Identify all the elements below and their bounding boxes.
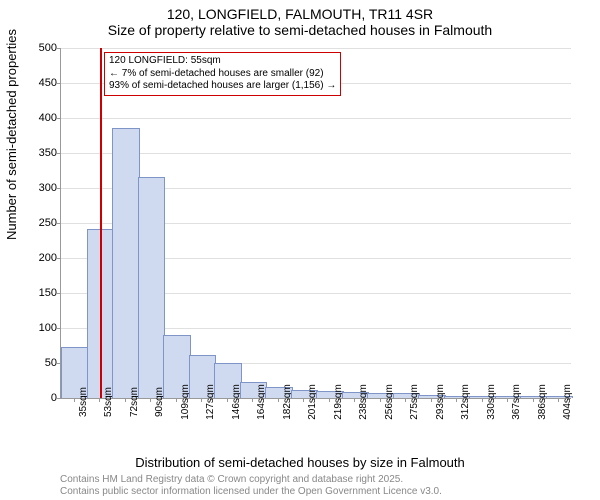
ytick-label: 350 [17, 147, 57, 159]
xtick-mark [380, 398, 381, 402]
xtick-mark [125, 398, 126, 402]
ytick-label: 150 [17, 287, 57, 299]
ytick-label: 50 [17, 357, 57, 369]
xtick-mark [533, 398, 534, 402]
grid-line [61, 48, 571, 49]
ytick-label: 300 [17, 182, 57, 194]
xtick-mark [201, 398, 202, 402]
xtick-mark [252, 398, 253, 402]
chart-container: 120, LONGFIELD, FALMOUTH, TR11 4SR Size … [0, 0, 600, 500]
xtick-mark [278, 398, 279, 402]
title-block: 120, LONGFIELD, FALMOUTH, TR11 4SR Size … [0, 0, 600, 38]
ytick-label: 450 [17, 77, 57, 89]
annotation-line3: 93% of semi-detached houses are larger (… [109, 80, 336, 93]
xtick-mark [405, 398, 406, 402]
xtick-label: 293sqm [435, 384, 446, 420]
xtick-label: 219sqm [333, 384, 344, 420]
y-axis-label: Number of semi-detached properties [4, 29, 19, 240]
xtick-mark [227, 398, 228, 402]
title-line1: 120, LONGFIELD, FALMOUTH, TR11 4SR [0, 6, 600, 22]
xtick-label: 404sqm [562, 384, 573, 420]
footnote: Contains HM Land Registry data © Crown c… [60, 474, 442, 498]
ytick-mark [57, 118, 61, 119]
xtick-mark [176, 398, 177, 402]
grid-line [61, 118, 571, 119]
xtick-mark [354, 398, 355, 402]
xtick-mark [456, 398, 457, 402]
ytick-mark [57, 188, 61, 189]
bar [138, 177, 166, 399]
ytick-mark [57, 293, 61, 294]
marker-line [100, 48, 102, 398]
footnote-line2: Contains public sector information licen… [60, 486, 442, 498]
bar [112, 128, 140, 399]
ytick-label: 200 [17, 252, 57, 264]
xtick-mark [558, 398, 559, 402]
ytick-mark [57, 83, 61, 84]
xtick-mark [431, 398, 432, 402]
ytick-mark [57, 223, 61, 224]
xtick-label: 330sqm [486, 384, 497, 420]
xtick-mark [482, 398, 483, 402]
xtick-mark [507, 398, 508, 402]
xtick-label: 256sqm [384, 384, 395, 420]
ytick-mark [57, 48, 61, 49]
annotation-box: 120 LONGFIELD: 55sqm← 7% of semi-detache… [104, 52, 341, 96]
xtick-mark [74, 398, 75, 402]
ytick-label: 250 [17, 217, 57, 229]
xtick-label: 238sqm [358, 384, 369, 420]
plot-inner: 05010015020025030035040045050035sqm53sqm… [60, 48, 571, 399]
xtick-label: 386sqm [537, 384, 548, 420]
ytick-label: 0 [17, 392, 57, 404]
xtick-label: 367sqm [511, 384, 522, 420]
ytick-label: 100 [17, 322, 57, 334]
ytick-mark [57, 398, 61, 399]
annotation-line1: 120 LONGFIELD: 55sqm [109, 55, 336, 68]
xtick-mark [303, 398, 304, 402]
ytick-mark [57, 153, 61, 154]
xtick-label: 312sqm [460, 384, 471, 420]
xtick-label: 201sqm [307, 384, 318, 420]
ytick-label: 500 [17, 42, 57, 54]
plot-area: 05010015020025030035040045050035sqm53sqm… [60, 48, 570, 398]
ytick-label: 400 [17, 112, 57, 124]
x-axis-label: Distribution of semi-detached houses by … [0, 455, 600, 470]
xtick-mark [329, 398, 330, 402]
xtick-label: 275sqm [409, 384, 420, 420]
ytick-mark [57, 328, 61, 329]
ytick-mark [57, 258, 61, 259]
annotation-line2: ← 7% of semi-detached houses are smaller… [109, 68, 336, 81]
xtick-mark [150, 398, 151, 402]
title-line2: Size of property relative to semi-detach… [0, 22, 600, 38]
xtick-mark [99, 398, 100, 402]
footnote-line1: Contains HM Land Registry data © Crown c… [60, 474, 442, 486]
